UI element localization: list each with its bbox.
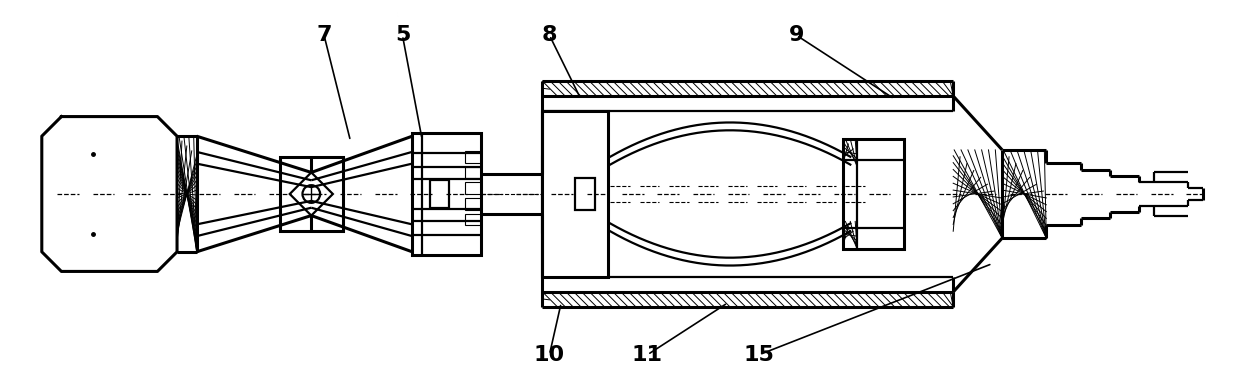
- Bar: [280, 157, 342, 231]
- Text: 10: 10: [534, 345, 565, 365]
- Bar: [542, 111, 609, 277]
- Bar: [465, 166, 481, 178]
- Bar: [412, 133, 481, 255]
- Bar: [465, 151, 481, 163]
- Text: 8: 8: [542, 25, 557, 45]
- Text: 11: 11: [632, 345, 663, 365]
- Bar: [465, 214, 481, 225]
- Bar: [430, 180, 449, 208]
- Text: 7: 7: [316, 25, 332, 45]
- Bar: [575, 178, 594, 210]
- Bar: [465, 198, 481, 210]
- Bar: [843, 139, 904, 249]
- Text: 15: 15: [744, 345, 775, 365]
- Bar: [465, 182, 481, 194]
- Text: 5: 5: [394, 25, 410, 45]
- Text: 9: 9: [789, 25, 804, 45]
